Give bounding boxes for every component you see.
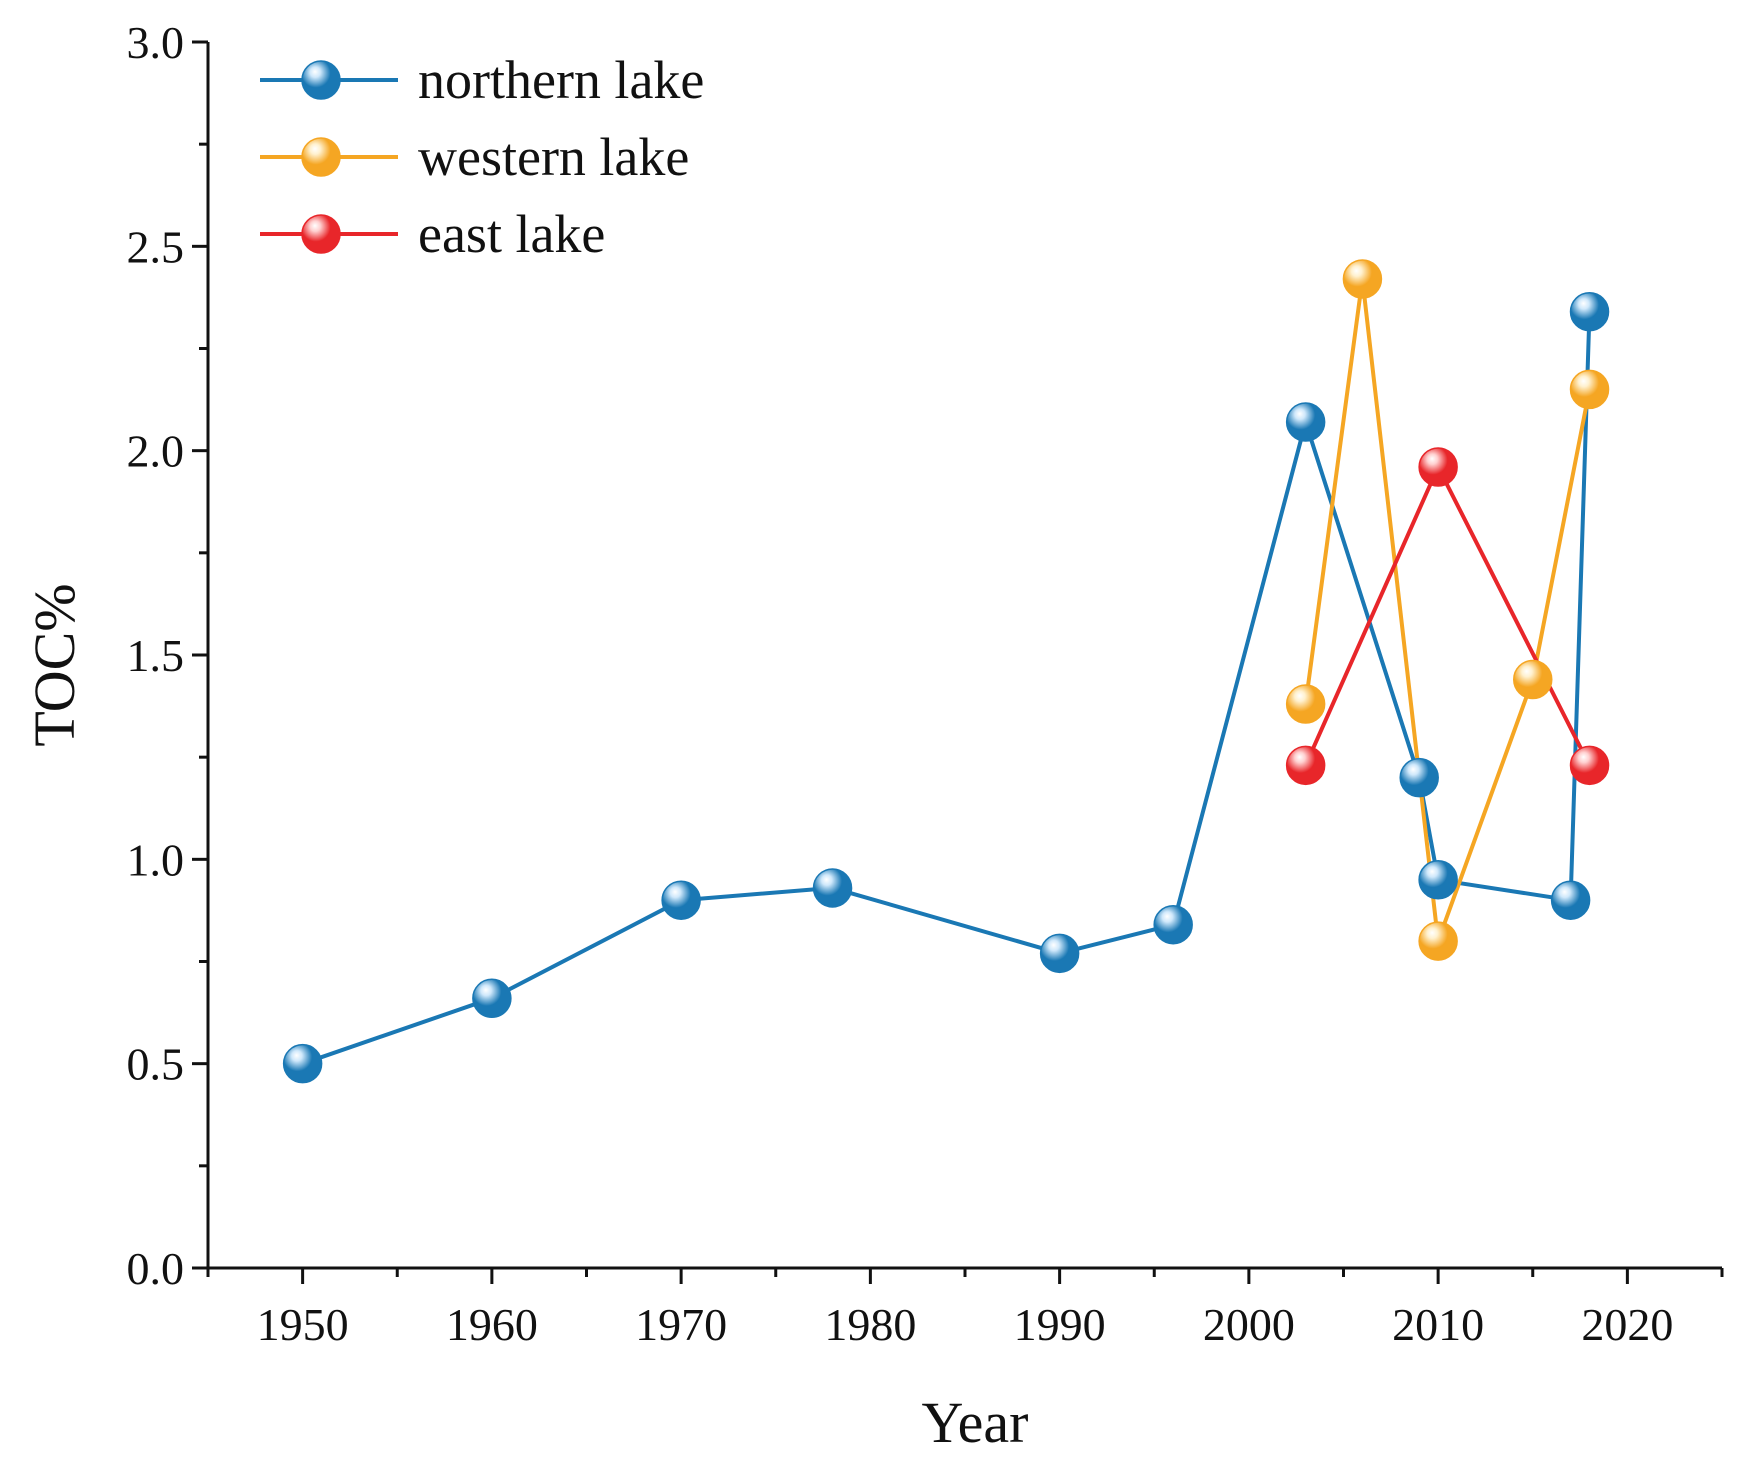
legend-label: western lake: [418, 127, 689, 187]
y-tick-label: 1.0: [127, 834, 185, 885]
series-line-0: [301, 311, 1592, 1066]
data-point: northern lake: 2017, 0.9: [1550, 880, 1591, 920]
x-tick-label: 2010: [1392, 1299, 1484, 1350]
x-axis-title: Year: [922, 1390, 1029, 1455]
data-point: east lake: 2018, 1.23: [1569, 745, 1610, 786]
x-tick-label: 1980: [824, 1299, 916, 1350]
x-tick-label: 1970: [635, 1299, 727, 1350]
data-point: western lake: 2003, 1.38: [1285, 684, 1326, 724]
data-point: western lake: 2006, 2.42: [1342, 259, 1383, 299]
legend-label: east lake: [418, 204, 605, 264]
legend: northern lake western lake east lake: [260, 50, 704, 264]
legend-marker: [301, 60, 341, 100]
data-point: northern lake: 1950, 0.5: [282, 1043, 323, 1084]
legend-label: northern lake: [418, 50, 704, 110]
data-point: northern lake: 2010, 0.95: [1418, 860, 1458, 900]
data-point: east lake: 2010, 1.96: [1418, 447, 1458, 487]
y-tick-label: 0.0: [127, 1243, 185, 1294]
axes: 0.0 0.5 1.0 1.5 2.0 2.5 3.0 1950 1960 1970 1980 199…: [127, 17, 1724, 1350]
x-tick-label: 2020: [1581, 1299, 1673, 1350]
y-tick-label: 2.0: [127, 426, 185, 477]
y-tick-label: 0.5: [127, 1039, 185, 1090]
data-point: east lake: 2003, 1.23: [1285, 745, 1326, 786]
legend-marker: [301, 137, 341, 177]
y-tick-label: 1.5: [127, 630, 185, 681]
series-points: northern lake: 1950, 0.5 northern lake: 1…: [282, 259, 1610, 1084]
legend-marker: [301, 214, 341, 254]
x-tick-label: 1960: [446, 1299, 538, 1350]
x-tick-label: 2000: [1203, 1299, 1295, 1350]
data-point: northern lake: 2018, 2.34: [1569, 291, 1610, 332]
x-tick-label: 1950: [257, 1299, 349, 1350]
data-point: northern lake: 1960, 0.66: [472, 978, 512, 1019]
y-axis-title: TOC%: [22, 583, 87, 746]
y-tick-label: 3.0: [127, 17, 185, 68]
data-point: northern lake: 1990, 0.77: [1039, 933, 1080, 974]
axis-titles: Year TOC%: [22, 583, 1028, 1455]
data-point: northern lake: 1996, 0.84: [1153, 904, 1193, 945]
series-lines: [301, 277, 1592, 1066]
data-point: northern lake: 2009, 1.2: [1399, 757, 1439, 798]
data-point: northern lake: 1970, 0.9: [661, 880, 701, 920]
data-point: northern lake: 2003, 2.07: [1285, 402, 1326, 442]
data-point: western lake: 2018, 2.15: [1569, 369, 1610, 410]
data-point: western lake: 2010, 0.8: [1418, 921, 1458, 961]
data-point: western lake: 2015, 1.44: [1513, 659, 1553, 700]
x-tick-label: 1990: [1014, 1299, 1106, 1350]
series-line-1: [1303, 277, 1592, 944]
data-point: northern lake: 1978, 0.93: [812, 868, 853, 908]
y-tick-label: 2.5: [127, 221, 185, 272]
